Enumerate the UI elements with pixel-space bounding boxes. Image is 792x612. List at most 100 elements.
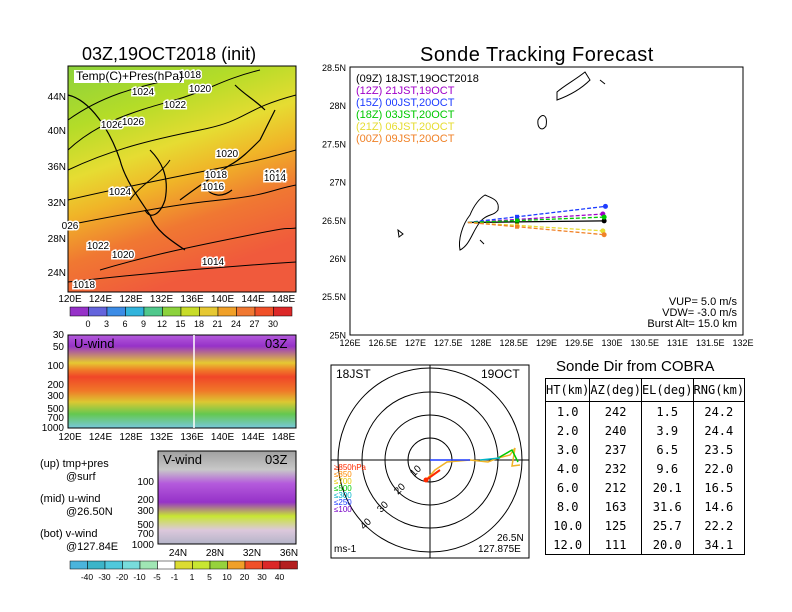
track-lat-tick: 27.5N — [322, 139, 346, 149]
vwind-level-tick: 700 — [137, 529, 154, 540]
isobar-label: 1026 — [101, 120, 124, 131]
table-cell: 125 — [589, 516, 642, 535]
map-lon-tick: 132E — [150, 294, 174, 305]
wind-colorbar-tick: 40 — [275, 572, 285, 582]
map-lon-tick: 124E — [89, 294, 113, 305]
isobar-label: 1014 — [264, 169, 287, 180]
track-lon-tick: 127E — [405, 338, 426, 348]
wind-colorbar-tick: 10 — [222, 572, 232, 582]
track-title: Sonde Tracking Forecast — [420, 44, 654, 66]
track-lon-tick: 130.5E — [630, 338, 659, 348]
table-row: 3.0 237 6.5 23.5 — [544, 440, 746, 459]
wind-colorbar-tick: 1 — [190, 572, 195, 582]
table-cell: 1.5 — [640, 401, 694, 421]
isobar-label: 1018 — [179, 70, 202, 81]
vwind-lat-tick: 28N — [206, 548, 224, 559]
table-cell: 31.6 — [640, 497, 694, 516]
temp-colorbar-tick: 6 — [122, 319, 127, 329]
table-row: 2.0 240 3.9 24.4 — [544, 421, 746, 440]
uwind-lon-tick: 124E — [89, 432, 113, 443]
track-endpoint — [601, 232, 607, 238]
temp-colorbar-tick: 9 — [141, 319, 146, 329]
table-title: Sonde Dir from COBRA — [556, 358, 715, 375]
map-lat-tick: 44N — [48, 92, 66, 103]
isobar-label: 1020 — [112, 250, 135, 261]
sonde-direction-table: HT(km) AZ(deg) EL(deg) RNG(km) 1.0 242 1.5… — [544, 378, 746, 555]
table-row: 8.0 163 31.6 14.6 — [544, 497, 746, 516]
note-up-sub: @surf — [66, 471, 96, 483]
track-param: VDW= -3.0 m/s — [662, 307, 737, 319]
table-row: 6.0 212 20.1 16.5 — [544, 478, 746, 497]
map-lon-tick: 120E — [58, 294, 82, 305]
wind-colorbar-tick: -30 — [98, 572, 111, 582]
col-azimuth: AZ(deg) — [589, 378, 642, 402]
col-height: HT(km) — [544, 378, 591, 402]
isobar-label: 1026 — [122, 117, 145, 128]
map-label: Temp(C)+Pres(hPa) — [76, 69, 184, 83]
track-endpoint — [601, 218, 607, 224]
table-cell: 20.0 — [640, 535, 694, 555]
map-lon-tick: 136E — [180, 294, 204, 305]
temp-colorbar-tick: 15 — [175, 319, 185, 329]
track-legend-item: (09Z) 18JST,19OCT2018 — [356, 73, 479, 85]
map-lon-tick: 144E — [241, 294, 265, 305]
polar-location-lon: 127.875E — [478, 544, 521, 555]
uwind-time: 03Z — [265, 336, 288, 351]
vwind-time: 03Z — [265, 452, 288, 467]
table-cell: 14.6 — [692, 497, 746, 516]
note-bot-sub: @127.84E — [66, 541, 119, 553]
table-cell: 24.4 — [692, 421, 746, 440]
track-lon-tick: 126.5E — [368, 338, 397, 348]
wind-colorbar-tick: 5 — [207, 572, 212, 582]
temp-colorbar-tick: 30 — [268, 319, 278, 329]
map-label-bg — [74, 70, 184, 83]
isobar-label: 026 — [62, 221, 79, 232]
map-lat-tick: 36N — [48, 162, 66, 173]
note-up: (up) tmp+pres — [40, 458, 109, 470]
uwind-level-tick: 500 — [47, 404, 64, 415]
colorbar-swatch — [279, 560, 298, 570]
polar-unit: ms-1 — [334, 544, 357, 555]
isobar-label: 1014 — [202, 257, 225, 268]
wind-colorbar-tick: 30 — [257, 572, 267, 582]
uwind-level-tick: 200 — [47, 380, 64, 391]
temp-colorbar-tick: 18 — [194, 319, 204, 329]
uwind-level-tick: 700 — [47, 413, 64, 424]
temp-colorbar-tick: 27 — [249, 319, 259, 329]
track-endpoint — [602, 203, 608, 209]
temp-colorbar-tick: 0 — [85, 319, 90, 329]
isobar-label: 1024 — [109, 187, 132, 198]
uwind-lon-tick: 128E — [119, 432, 143, 443]
track-legend-item: (00Z) 09JST,20OCT — [356, 133, 455, 145]
temp-colorbar-tick: 3 — [104, 319, 109, 329]
track-lon-tick: 128.5E — [499, 338, 528, 348]
track-lon-tick: 129E — [536, 338, 557, 348]
wind-colorbar-tick: -10 — [133, 572, 146, 582]
note-mid: (mid) u-wind — [40, 493, 101, 505]
uwind-label: U-wind — [74, 336, 115, 351]
uwind-level-tick: 30 — [53, 330, 65, 341]
uwind-lon-tick: 136E — [180, 432, 204, 443]
panel-notes: (up) tmp+pres @surf (mid) u-wind @26.50N… — [40, 458, 118, 554]
vwind-level-tick: 300 — [137, 506, 154, 517]
vwind-level-tick: 500 — [137, 520, 154, 531]
track-lon-tick: 129.5E — [565, 338, 594, 348]
uwind-level-tick: 1000 — [42, 423, 65, 434]
map-lat-tick: 24N — [48, 268, 66, 279]
uwind-lon-tick: 144E — [241, 432, 265, 443]
col-elevation: EL(deg) — [640, 378, 694, 402]
track-lon-tick: 126E — [339, 338, 360, 348]
table-cell: 22.2 — [692, 516, 746, 535]
polar-level-legend: ≤250 — [334, 498, 352, 507]
track-endpoint — [600, 228, 606, 234]
track-legend-item: (15Z) 00JST,20OCT — [356, 97, 455, 109]
table-cell: 1.0 — [544, 401, 591, 421]
note-bot: (bot) v-wind — [40, 528, 98, 540]
table-row: 12.0 111 20.0 34.1 — [544, 535, 746, 555]
track-lat-tick: 26N — [329, 254, 346, 264]
vwind-lat-tick: 36N — [280, 548, 298, 559]
table-row: 10.0 125 25.7 22.2 — [544, 516, 746, 535]
table-cell: 3.0 — [544, 440, 591, 459]
